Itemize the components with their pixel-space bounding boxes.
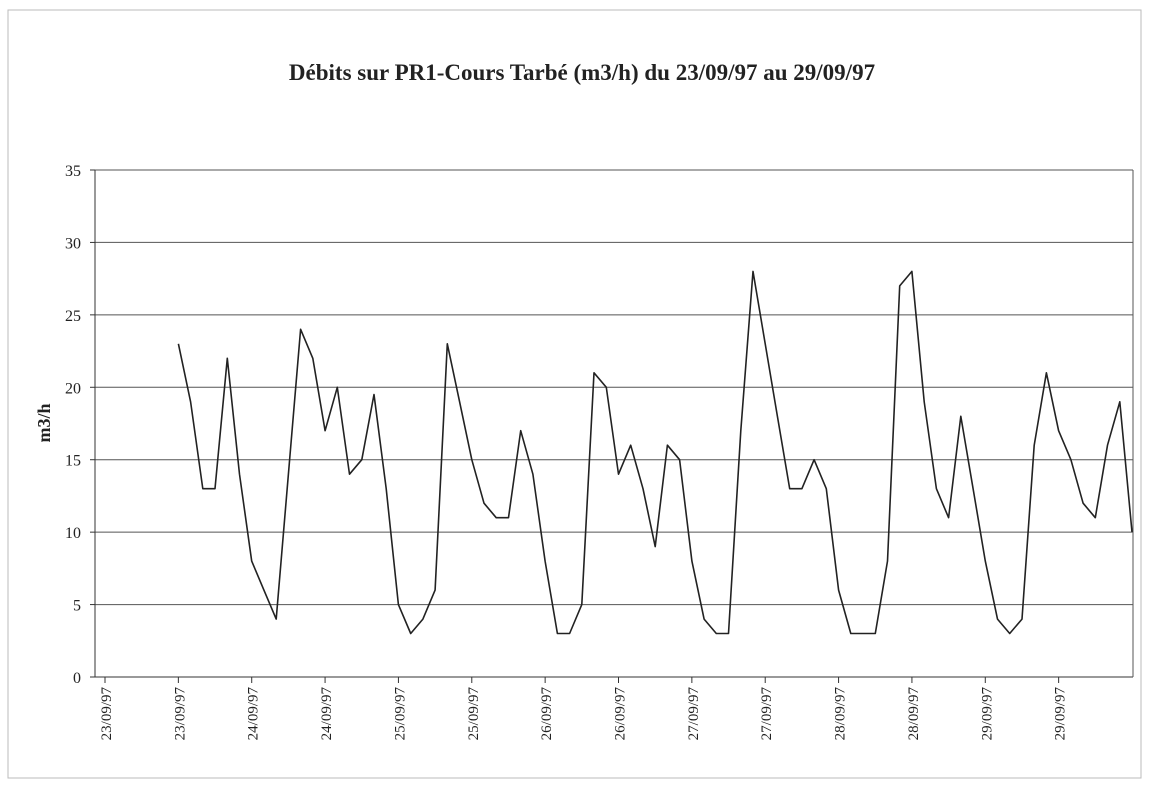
x-tick-label: 27/09/97: [686, 687, 702, 741]
chart-frame: [7, 9, 1142, 779]
chart-title: Débits sur PR1-Cours Tarbé (m3/h) du 23/…: [289, 60, 875, 85]
x-tick-label: 26/09/97: [613, 687, 629, 741]
x-tick-label: 28/09/97: [833, 687, 849, 741]
x-tick-label: 24/09/97: [319, 687, 335, 741]
x-tick-label: 28/09/97: [906, 687, 922, 741]
y-tick-label: 15: [65, 453, 81, 470]
x-tick-label: 27/09/97: [759, 687, 775, 741]
x-tick-label: 25/09/97: [466, 687, 482, 741]
y-tick-label: 25: [65, 308, 81, 325]
y-tick-label: 0: [73, 670, 81, 687]
y-tick-label: 30: [65, 235, 81, 252]
y-tick-label: 20: [65, 380, 81, 397]
x-tick-label: 23/09/97: [172, 687, 188, 741]
x-tick-label: 24/09/97: [246, 687, 262, 741]
y-axis-label: m3/h: [34, 403, 54, 442]
x-tick-label: 23/09/97: [99, 687, 115, 741]
x-tick-label: 26/09/97: [539, 687, 555, 741]
x-tick-label: 29/09/97: [979, 687, 995, 741]
y-tick-label: 10: [65, 525, 81, 542]
y-tick-label: 5: [73, 598, 81, 615]
x-tick-label: 29/09/97: [1053, 687, 1069, 741]
data-line: [177, 270, 1133, 635]
y-tick-label: 35: [65, 163, 81, 180]
x-tick-label: 25/09/97: [392, 687, 408, 741]
